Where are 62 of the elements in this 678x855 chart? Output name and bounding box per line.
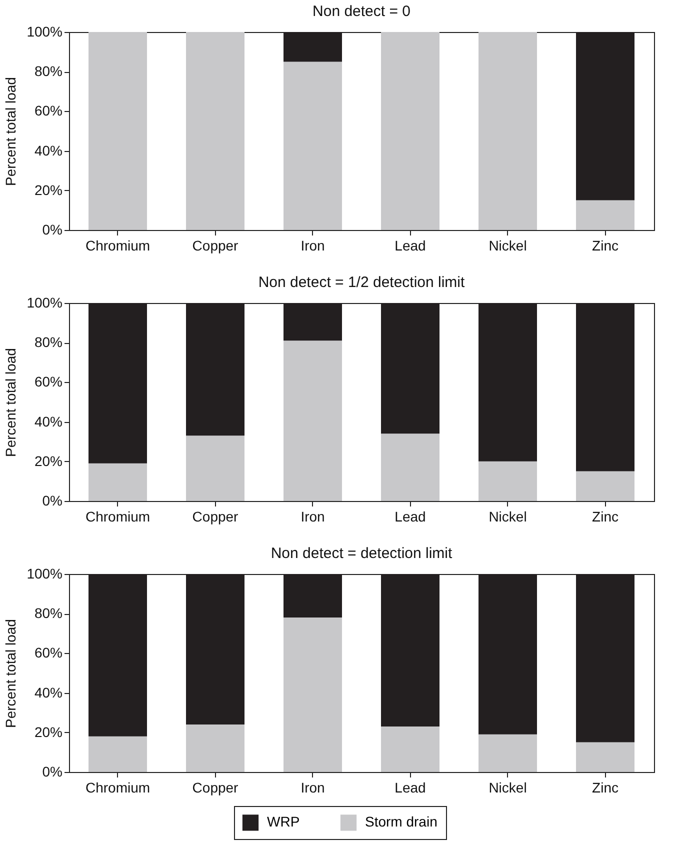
x-tick-label: Nickel	[488, 780, 527, 796]
bar	[576, 200, 634, 230]
y-tick-label: 0%	[42, 492, 62, 508]
y-tick-label: 80%	[34, 63, 62, 80]
x-tick-label: Nickel	[488, 238, 527, 254]
y-axis-title: Percent total load	[2, 619, 19, 728]
x-tick-label: Lead	[394, 238, 426, 254]
y-tick-label: 60%	[34, 644, 62, 661]
y-tick-label: 0%	[42, 222, 62, 238]
x-tick-label: Lead	[394, 780, 426, 796]
y-tick-label: 20%	[34, 182, 62, 198]
legend-label: WRP	[267, 814, 300, 830]
x-tick-label: Chromium	[85, 508, 150, 524]
x-tick-label: Nickel	[488, 508, 527, 524]
y-axis-title: Percent total load	[2, 77, 19, 186]
bar	[186, 436, 244, 501]
x-tick-label: Zinc	[592, 238, 618, 254]
bar	[284, 62, 342, 230]
bar	[381, 434, 440, 501]
x-tick-label: Chromium	[85, 238, 150, 254]
bar	[284, 340, 342, 501]
y-tick-label: 80%	[34, 334, 62, 350]
bar	[381, 32, 440, 230]
bar	[88, 32, 147, 230]
x-tick-label: Zinc	[592, 508, 618, 524]
chart-title: Non detect = detection limit	[270, 545, 453, 562]
x-tick-label: Iron	[300, 238, 325, 254]
y-tick-label: 40%	[34, 142, 62, 158]
x-tick-label: Copper	[192, 238, 239, 254]
bar	[284, 618, 342, 772]
y-tick-label: 100%	[26, 566, 62, 582]
y-tick-label: 0%	[42, 764, 62, 780]
x-tick-label: Copper	[192, 508, 239, 524]
x-tick-label: Lead	[394, 508, 426, 524]
y-tick-label: 60%	[34, 102, 62, 119]
y-tick-label: 20%	[34, 724, 62, 740]
y-tick-label: 40%	[34, 413, 62, 430]
bar	[381, 726, 440, 772]
bar	[186, 32, 244, 230]
x-tick-label: Iron	[300, 508, 325, 524]
bar	[478, 461, 537, 501]
bar	[576, 471, 634, 501]
y-tick-label: 60%	[34, 374, 62, 390]
bar	[186, 724, 244, 772]
bar	[88, 463, 147, 501]
bar	[576, 742, 634, 772]
y-tick-label: 100%	[26, 294, 62, 310]
y-tick-label: 20%	[34, 452, 62, 469]
x-tick-label: Chromium	[85, 780, 150, 796]
y-tick-label: 100%	[26, 24, 62, 40]
chart-title: Non detect = 0	[312, 3, 410, 20]
x-tick-label: Zinc	[592, 780, 618, 796]
bar	[478, 734, 537, 772]
y-axis-title: Percent total load	[2, 348, 19, 457]
chart-title: Non detect = 1/2 detection limit	[258, 274, 466, 291]
bar	[88, 736, 147, 772]
x-tick-label: Copper	[192, 780, 239, 796]
legend-label: Storm drain	[365, 814, 438, 830]
x-tick-label: Iron	[300, 780, 325, 796]
y-tick-label: 80%	[34, 605, 62, 622]
y-tick-label: 40%	[34, 684, 62, 700]
bar	[478, 32, 537, 230]
